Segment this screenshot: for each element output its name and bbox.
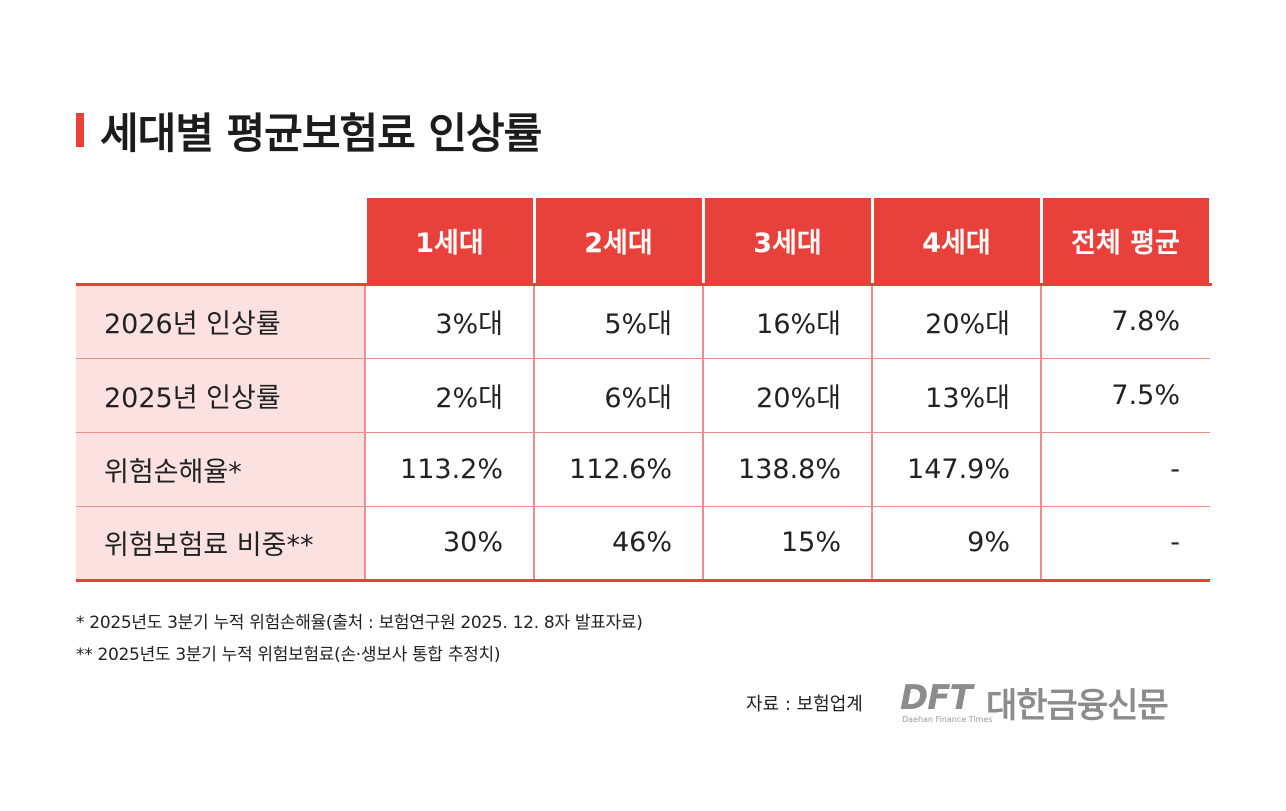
table-cell: 46% — [533, 506, 703, 582]
footnote-risk-premium: ** 2025년도 3분기 누적 위험보험료(손·생보사 통합 추정치) — [76, 645, 501, 665]
row-label: 위험손해율* — [76, 432, 365, 507]
footnote-loss-ratio: * 2025년도 3분기 누적 위험손해율(출처 : 보험연구원 2025. 1… — [76, 613, 643, 633]
table-cell: 2%대 — [364, 358, 534, 433]
table-cell: 16%대 — [702, 282, 872, 359]
title-block: 세대별 평균보험료 인상률 — [76, 104, 542, 158]
table-cell: - — [1040, 432, 1210, 507]
logo-name: 대한금융신문 — [986, 686, 1169, 726]
table-cell: 6%대 — [533, 358, 703, 433]
table-cell: 113.2% — [364, 432, 534, 507]
source-credit: 자료 : 보험업계 — [746, 694, 863, 715]
table-corner-cell — [76, 198, 365, 284]
row-label: 위험보험료 비중** — [76, 506, 365, 582]
publisher-logo: DFT 대한금융신문 Daehan Finance Times — [900, 678, 1212, 726]
header-gen4: 4세대 — [870, 198, 1043, 286]
table-cell: 138.8% — [702, 432, 872, 507]
table-header-row: 1세대 2세대 3세대 4세대 전체 평균 — [76, 198, 1212, 286]
table-cell: - — [1040, 506, 1210, 582]
table-row: 2025년 인상률 2%대 6%대 20%대 13%대 7.5% — [76, 358, 1210, 433]
table-row: 2026년 인상률 3%대 5%대 16%대 20%대 7.8% — [76, 282, 1210, 359]
header-gen2: 2세대 — [532, 198, 705, 286]
table-row: 위험보험료 비중** 30% 46% 15% 9% - — [76, 506, 1210, 582]
table-cell: 20%대 — [702, 358, 872, 433]
row-label: 2025년 인상률 — [76, 358, 365, 433]
header-overall-average: 전체 평균 — [1039, 198, 1212, 286]
table-cell: 15% — [702, 506, 872, 582]
row-label: 2026년 인상률 — [76, 282, 365, 359]
table-cell: 20%대 — [871, 282, 1041, 359]
table-cell: 3%대 — [364, 282, 534, 359]
table-row: 위험손해율* 113.2% 112.6% 138.8% 147.9% - — [76, 432, 1210, 507]
header-gen1: 1세대 — [363, 198, 536, 286]
logo-mark: DFT — [900, 678, 973, 718]
header-gen3: 3세대 — [701, 198, 874, 286]
table-cell: 5%대 — [533, 282, 703, 359]
table-cell: 112.6% — [533, 432, 703, 507]
table-cell: 7.8% — [1040, 282, 1210, 359]
title-accent-bar — [76, 113, 84, 147]
table-cell: 13%대 — [871, 358, 1041, 433]
table-cell: 147.9% — [871, 432, 1041, 507]
premium-rate-table: 1세대 2세대 3세대 4세대 전체 평균 2026년 인상률 3%대 5%대 … — [76, 198, 1212, 582]
logo-subtitle: Daehan Finance Times — [902, 715, 993, 724]
page-title: 세대별 평균보험료 인상률 — [100, 108, 542, 158]
table-cell: 30% — [364, 506, 534, 582]
table-cell: 9% — [871, 506, 1041, 582]
table-cell: 7.5% — [1040, 358, 1210, 433]
